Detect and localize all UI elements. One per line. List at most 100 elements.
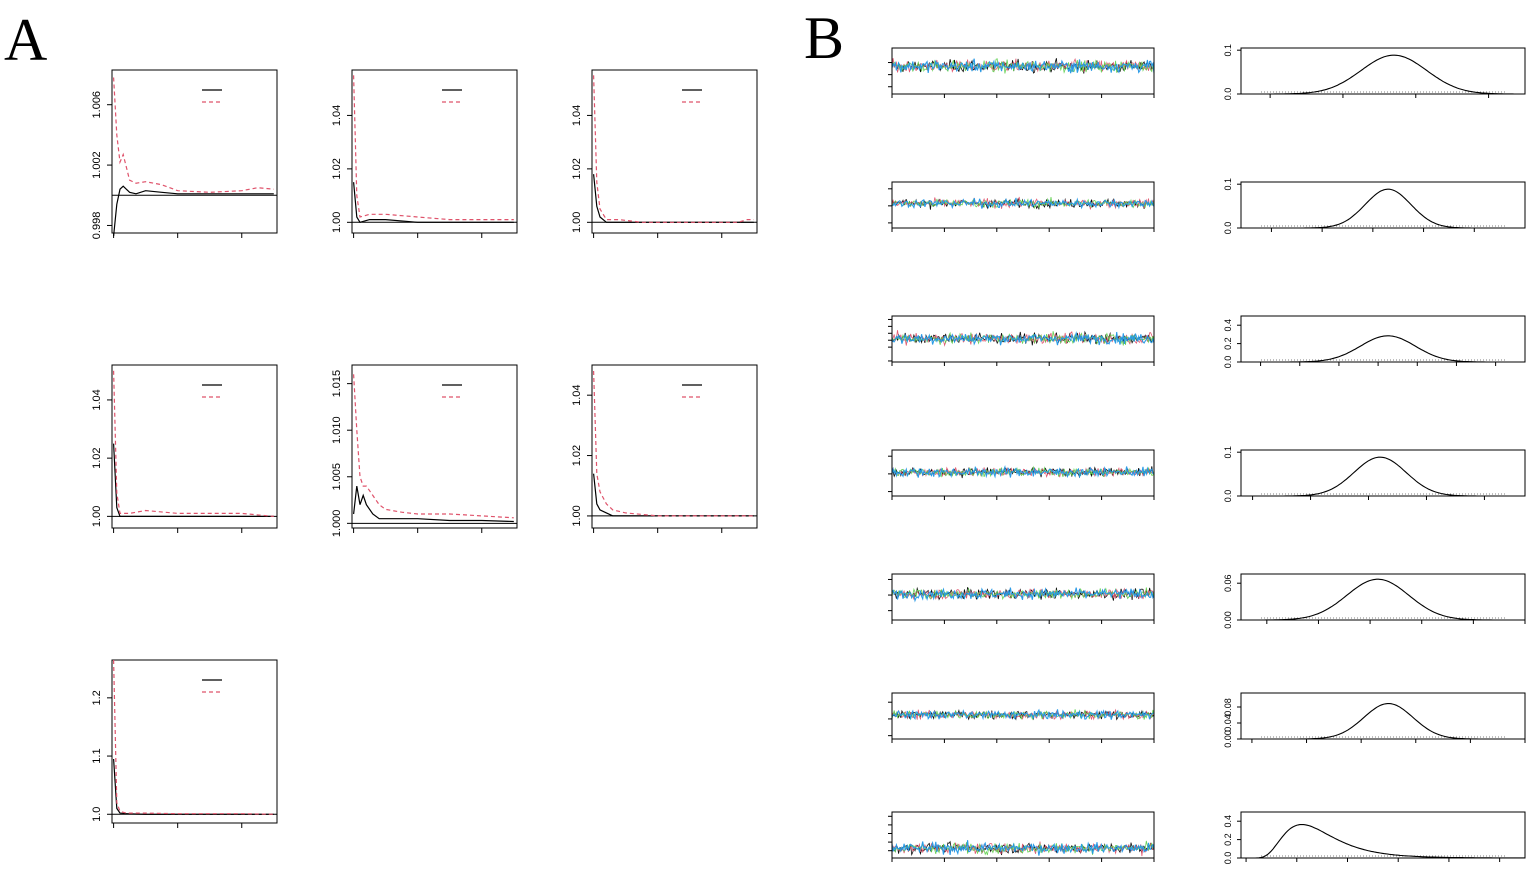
panel-label-a: A [4,7,47,73]
plot-frame [891,315,1155,363]
trace-plot-1 [888,181,1155,232]
trace-plot-0 [888,47,1155,98]
y-tick-label: 0.4 [1223,319,1233,332]
y-tick-label: 1.04 [571,105,583,126]
shrink-plot-6: 1.0 1.1 1.2 [91,659,278,828]
plot-frame [1240,181,1526,229]
series-line-975 [113,77,274,193]
chain-trace-3 [891,587,1155,603]
plot-frame [351,364,518,529]
y-tick-label: 0.1 [1223,44,1233,57]
density-plot-5: 0.000.040.08 [1223,692,1526,748]
y-tick-label: 0.4 [1223,815,1233,828]
plot-frame [891,47,1155,95]
y-tick-label: 0.2 [1223,833,1233,846]
plot-frame [1240,449,1526,497]
density-plot-4: 0.00 0.06 [1223,573,1526,629]
plot-frame [891,573,1155,621]
y-tick-label: 1.02 [571,158,583,179]
plot-frame [891,181,1155,229]
trace-plot-4 [888,573,1155,624]
y-tick-label: 1.006 [91,91,103,119]
density-curve [1241,823,1525,859]
chain-trace-2 [891,840,1155,856]
series-line-975 [353,374,514,519]
chain-trace-1 [891,466,1155,478]
y-tick-label: 1.04 [331,105,343,126]
y-tick-label: 1.002 [91,151,103,179]
series-line-median [593,174,754,223]
density-curve [1241,335,1525,363]
plot-frame [891,811,1155,859]
series-line-median [353,182,514,224]
y-tick-label: 0.0 [1223,88,1233,101]
chain-trace-3 [891,330,1155,346]
series-line-median [113,443,274,518]
density-plot-2: 0.0 0.2 0.4 [1223,315,1526,369]
y-tick-label: 1.015 [331,370,343,398]
plot-frame [591,364,758,529]
plot-frame [891,449,1155,497]
y-tick-label: 1.1 [91,748,103,763]
density-curve [1241,54,1525,95]
y-tick-label: 0.998 [91,212,103,240]
plot-frame [891,692,1155,740]
y-tick-label: 0.0 [1223,222,1233,235]
shrink-plot-2: 1.00 1.02 1.04 [571,69,758,238]
series-line-median [113,758,274,815]
plot-frame [591,69,758,234]
y-tick-label: 1.00 [91,506,103,527]
shrink-plot-0: 0.998 1.002 1.006 [91,69,278,240]
y-tick-label: 0.08 [1223,698,1233,716]
panel-label-b: B [804,5,844,71]
shrink-plot-1: 1.00 1.02 1.04 [331,69,518,238]
y-tick-label: 0.1 [1223,178,1233,191]
plot-frame [111,364,278,529]
y-tick-label: 1.02 [91,447,103,468]
series-line-median [593,473,754,517]
y-tick-label: 0.1 [1223,446,1233,459]
y-tick-label: 0.06 [1223,574,1233,592]
plot-frame [1240,47,1526,95]
plot-frame [351,69,518,234]
trace-plot-5 [888,692,1155,743]
y-tick-label: 1.00 [571,212,583,233]
chain-trace-3 [891,708,1155,721]
plot-frame [111,659,278,824]
y-tick-label: 0.00 [1223,730,1233,748]
series-line-975 [353,75,514,221]
series-line-975 [113,370,274,517]
chain-trace-3 [891,465,1155,479]
y-tick-label: 1.02 [571,445,583,466]
density-curve [1241,456,1525,497]
trace-plot-6 [888,811,1155,862]
series-line-975 [113,659,274,815]
chain-trace-3 [891,840,1155,856]
trace-plot-3 [888,449,1155,500]
y-tick-label: 0.04 [1223,714,1233,732]
plot-frame [1240,315,1526,363]
shrink-plot-3: 1.00 1.02 1.04 [91,364,278,533]
y-tick-label: 0.0 [1223,490,1233,503]
series-line-975 [593,75,754,223]
y-tick-label: 1.2 [91,690,103,705]
series-line-975 [593,370,754,517]
trace-plot-2 [888,315,1155,366]
chain-trace-3 [891,197,1155,210]
y-tick-label: 1.04 [571,384,583,405]
chain-trace-3 [891,58,1155,74]
chain-trace-2 [891,197,1155,210]
density-plot-3: 0.0 0.1 [1223,446,1526,503]
plot-frame [111,69,278,234]
y-tick-label: 0.0 [1223,356,1233,369]
y-tick-label: 1.0 [91,807,103,822]
plot-frame [1240,811,1526,859]
panel-b-trace-density-plots: 0.00.10.00.10.00.20.40.00.10.000.060.000… [888,44,1526,864]
y-tick-label: 1.04 [91,389,103,410]
density-curve [1241,578,1525,621]
y-tick-label: 1.00 [571,505,583,526]
y-tick-label: 0.00 [1223,611,1233,629]
density-plot-0: 0.0 0.1 [1223,44,1526,101]
plot-frame [1240,573,1526,621]
